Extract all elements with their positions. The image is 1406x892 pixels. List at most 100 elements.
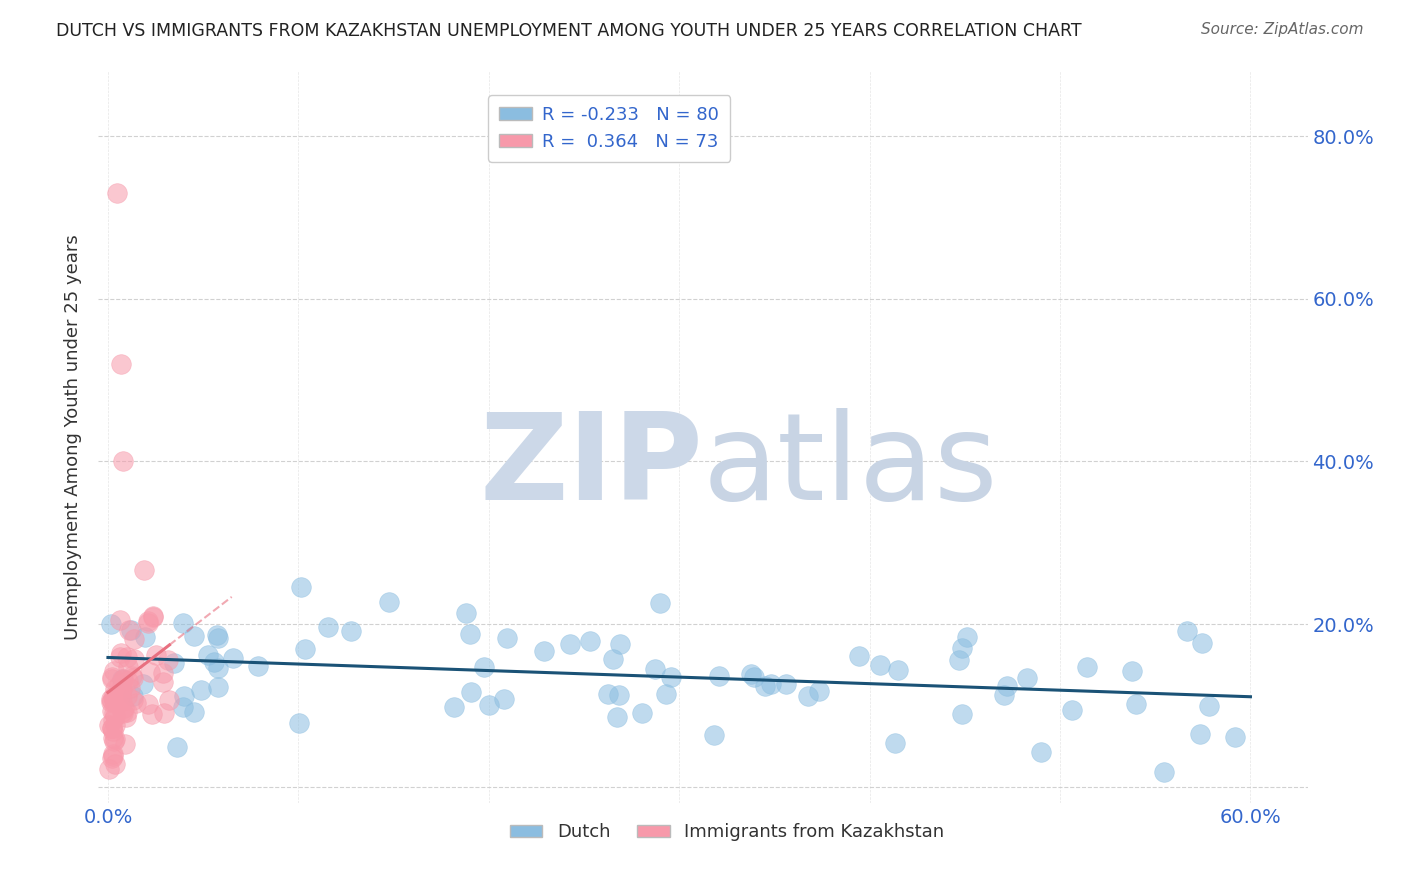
Point bbox=[104, 718, 127, 732]
Point bbox=[754, 679, 776, 693]
Point bbox=[111, 705, 134, 719]
Point bbox=[122, 671, 145, 685]
Point bbox=[316, 619, 339, 633]
Point bbox=[290, 580, 312, 594]
Point bbox=[117, 673, 139, 688]
Point bbox=[709, 669, 731, 683]
Point bbox=[104, 709, 127, 723]
Point bbox=[1060, 702, 1083, 716]
Point bbox=[207, 661, 229, 675]
Point bbox=[112, 673, 135, 687]
Point bbox=[883, 736, 905, 750]
Point bbox=[134, 563, 156, 577]
Point bbox=[848, 648, 870, 663]
Point bbox=[104, 731, 127, 746]
Point bbox=[759, 677, 782, 691]
Point bbox=[101, 721, 124, 735]
Point bbox=[443, 699, 465, 714]
Point bbox=[107, 186, 129, 201]
Point bbox=[112, 673, 135, 687]
Point bbox=[121, 690, 143, 704]
Point bbox=[246, 659, 269, 673]
Point bbox=[108, 678, 131, 692]
Point bbox=[1223, 730, 1246, 744]
Point bbox=[808, 684, 831, 698]
Point bbox=[101, 721, 124, 735]
Point bbox=[948, 653, 970, 667]
Point bbox=[659, 670, 682, 684]
Point bbox=[197, 648, 219, 663]
Point bbox=[122, 652, 145, 666]
Point bbox=[110, 646, 132, 660]
Point bbox=[114, 701, 136, 715]
Point bbox=[1188, 726, 1211, 740]
Point bbox=[132, 677, 155, 691]
Point bbox=[103, 734, 125, 748]
Point bbox=[122, 693, 145, 707]
Text: Source: ZipAtlas.com: Source: ZipAtlas.com bbox=[1201, 22, 1364, 37]
Point bbox=[103, 690, 125, 705]
Point bbox=[103, 693, 125, 707]
Point bbox=[1125, 698, 1147, 712]
Point bbox=[110, 681, 132, 696]
Point bbox=[207, 681, 229, 695]
Point bbox=[115, 705, 138, 719]
Point bbox=[110, 357, 132, 371]
Point bbox=[101, 748, 124, 763]
Point bbox=[136, 698, 159, 712]
Point bbox=[115, 650, 138, 665]
Point bbox=[183, 630, 205, 644]
Text: ZIP: ZIP bbox=[479, 408, 703, 524]
Point bbox=[112, 706, 135, 720]
Point bbox=[602, 651, 624, 665]
Point bbox=[110, 650, 132, 665]
Point bbox=[533, 644, 555, 658]
Point bbox=[101, 694, 124, 708]
Point bbox=[117, 623, 139, 637]
Point bbox=[190, 682, 212, 697]
Point bbox=[120, 681, 142, 695]
Point bbox=[110, 681, 132, 696]
Text: atlas: atlas bbox=[703, 408, 998, 524]
Point bbox=[115, 689, 138, 703]
Point bbox=[222, 651, 245, 665]
Point bbox=[869, 658, 891, 673]
Point bbox=[492, 692, 515, 706]
Point bbox=[98, 718, 121, 732]
Point bbox=[152, 674, 174, 689]
Point bbox=[950, 707, 973, 722]
Point bbox=[1121, 664, 1143, 678]
Point bbox=[100, 673, 122, 687]
Point bbox=[378, 594, 401, 608]
Point bbox=[1076, 660, 1098, 674]
Point bbox=[153, 706, 176, 720]
Point bbox=[172, 700, 194, 714]
Point bbox=[142, 610, 165, 624]
Point bbox=[103, 713, 125, 727]
Point bbox=[644, 662, 666, 676]
Point bbox=[202, 655, 225, 669]
Point bbox=[166, 739, 188, 754]
Point bbox=[101, 747, 124, 761]
Point bbox=[655, 687, 678, 701]
Point bbox=[775, 677, 797, 691]
Point bbox=[114, 737, 136, 751]
Point bbox=[607, 689, 630, 703]
Point bbox=[101, 751, 124, 765]
Point bbox=[1017, 671, 1039, 685]
Point bbox=[560, 636, 582, 650]
Point bbox=[993, 689, 1015, 703]
Point bbox=[136, 614, 159, 628]
Point bbox=[100, 696, 122, 710]
Point bbox=[950, 641, 973, 656]
Point bbox=[139, 665, 162, 680]
Point bbox=[956, 630, 979, 644]
Point bbox=[115, 709, 138, 723]
Point bbox=[288, 716, 311, 731]
Point bbox=[121, 669, 143, 683]
Point bbox=[1191, 635, 1213, 649]
Point bbox=[100, 617, 122, 632]
Point bbox=[104, 756, 127, 771]
Point bbox=[458, 626, 481, 640]
Point bbox=[162, 657, 184, 671]
